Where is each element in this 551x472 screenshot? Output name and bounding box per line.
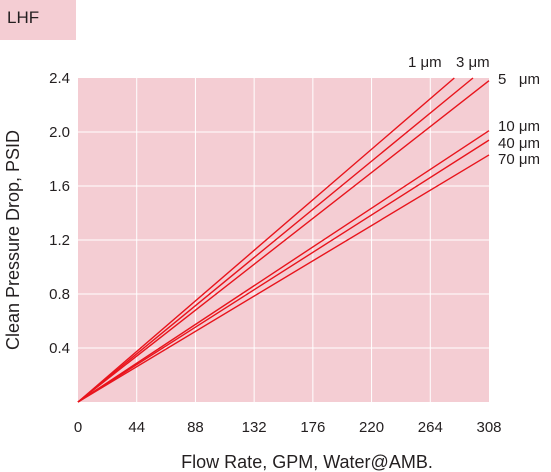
badge-label: LHF xyxy=(7,8,40,27)
series-line-2 xyxy=(77,77,474,403)
series-label-2: 3 μm xyxy=(456,54,490,71)
x-tick-label: 176 xyxy=(300,419,325,436)
x-tick-label: 132 xyxy=(242,419,267,436)
series-line-3 xyxy=(77,80,490,403)
x-tick-label: 220 xyxy=(359,419,384,436)
product-badge: LHF xyxy=(0,0,76,40)
series-line-4 xyxy=(77,130,490,403)
x-tick-label: 88 xyxy=(187,419,204,436)
series-label-4: 10 μm xyxy=(498,118,540,135)
series-label-1: 1 μm xyxy=(408,54,442,71)
y-tick-label: 2.0 xyxy=(49,124,70,141)
x-tick-label: 308 xyxy=(476,419,501,436)
series-line-1 xyxy=(77,77,455,403)
x-tick-label: 44 xyxy=(128,419,145,436)
series-line-5 xyxy=(77,139,490,403)
y-tick-label: 0.8 xyxy=(49,286,70,303)
x-tick-label: 264 xyxy=(418,419,443,436)
series-line-6 xyxy=(77,154,490,403)
series-label-3: 5 μm xyxy=(498,71,540,88)
y-axis-title: Clean Pressure Drop, PSID xyxy=(3,130,23,350)
series-label-6: 70 μm xyxy=(498,151,540,168)
x-axis-title: Flow Rate, GPM, Water@AMB. xyxy=(181,452,433,472)
x-tick-label: 0 xyxy=(74,419,82,436)
series-label-5: 40 μm xyxy=(498,135,540,152)
y-tick-label: 2.4 xyxy=(49,70,70,87)
y-tick-label: 0.4 xyxy=(49,340,70,357)
y-tick-label: 1.2 xyxy=(49,232,70,249)
y-tick-label: 1.6 xyxy=(49,178,70,195)
